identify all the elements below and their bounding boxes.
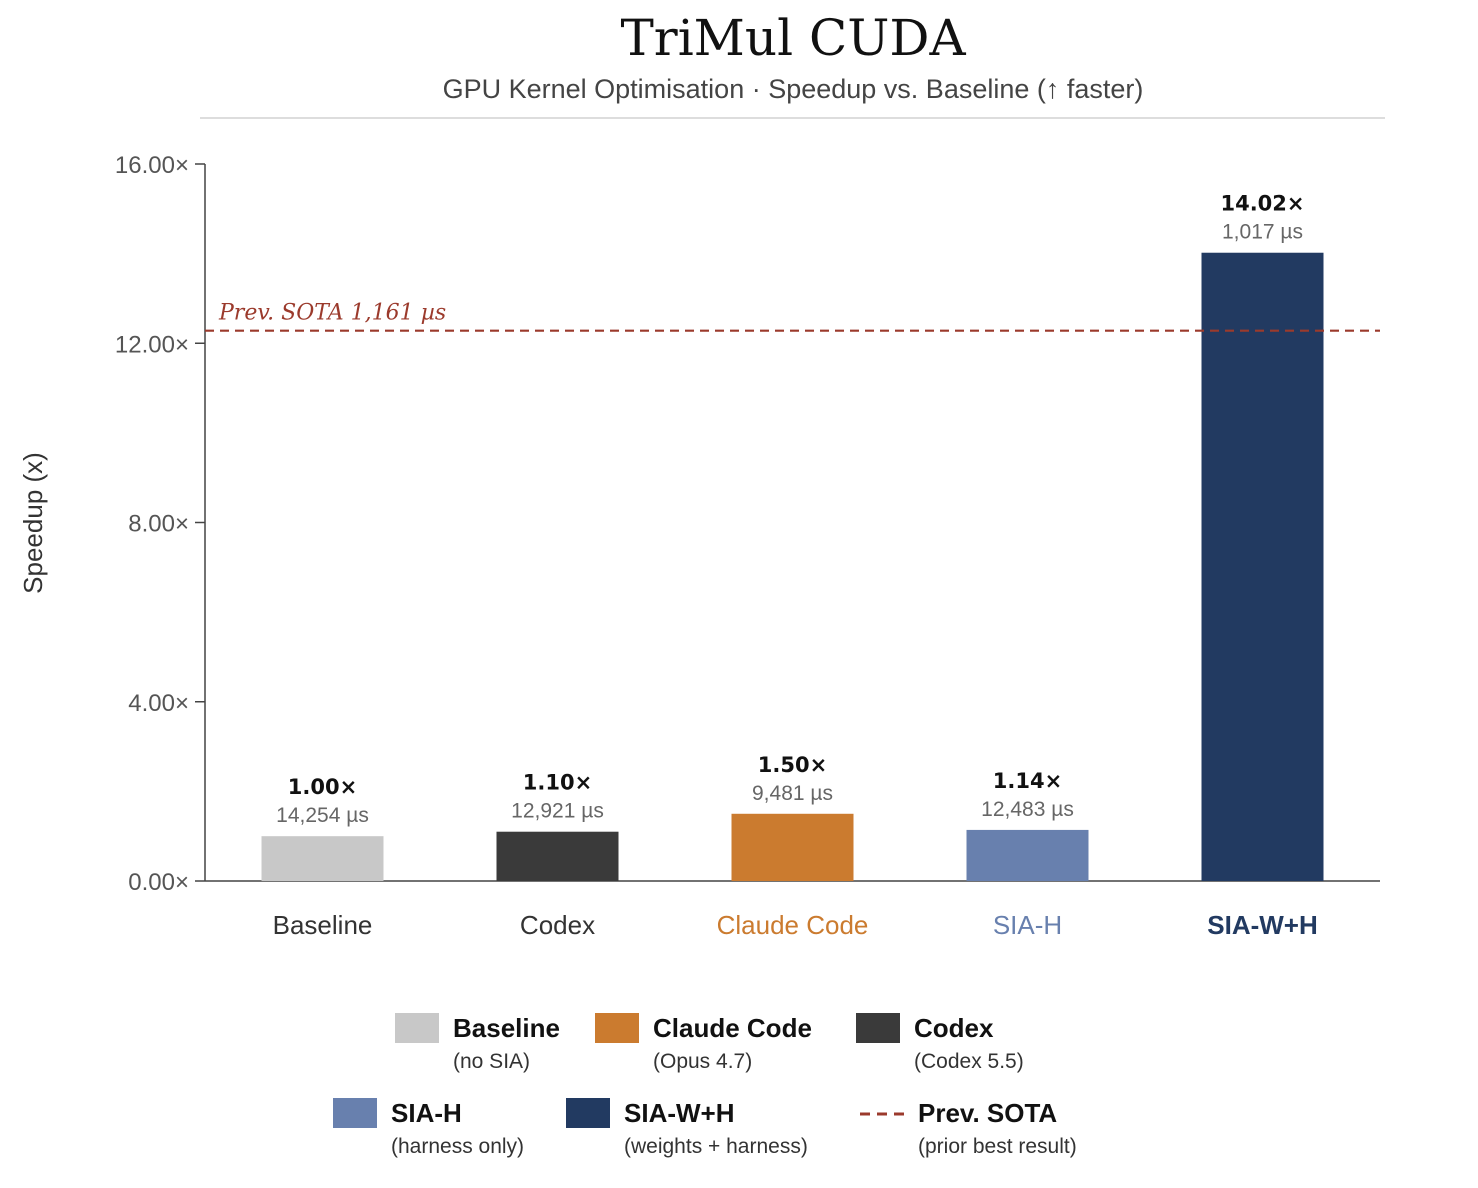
legend-item: Claude Code (Opus 4.7): [595, 1013, 812, 1073]
bar: [966, 829, 1089, 881]
y-tick-label: 8.00×: [128, 511, 189, 538]
bar-value-label: 1.50×: [758, 753, 827, 777]
legend-sublabel: (harness only): [391, 1135, 524, 1158]
x-category-label: Baseline: [273, 910, 373, 940]
legend-label: Prev. SOTA: [918, 1098, 1057, 1128]
legend: Baseline (no SIA) Claude Code (Opus 4.7) Cod…: [333, 1013, 1077, 1158]
bar-value-label: 14.02×: [1220, 192, 1304, 216]
legend-label: SIA-H: [391, 1098, 462, 1128]
legend-item: SIA-H (harness only): [333, 1098, 524, 1158]
bar-time-label: 14,254 µs: [276, 804, 369, 827]
legend-item: Codex (Codex 5.5): [856, 1013, 1024, 1073]
bar-value-label: 1.00×: [288, 775, 357, 799]
bar-value-label: 1.10×: [523, 771, 592, 795]
y-tick-label: 16.00×: [115, 152, 189, 179]
legend-sublabel: (no SIA): [453, 1050, 530, 1073]
legend-label: Claude Code: [653, 1013, 812, 1043]
chart-title: TriMul CUDA: [620, 9, 966, 67]
y-tick-label: 4.00×: [128, 690, 189, 717]
bar-value-label: 1.14×: [993, 769, 1062, 793]
bar: [731, 813, 854, 881]
bar: [496, 831, 619, 881]
legend-sublabel: (Opus 4.7): [653, 1050, 752, 1073]
bar: [1201, 252, 1324, 881]
legend-label: Baseline: [453, 1013, 560, 1043]
legend-swatch: [566, 1098, 610, 1128]
chart-subtitle: GPU Kernel Optimisation · Speedup vs. Ba…: [443, 74, 1144, 104]
y-axis-label: Speedup (x): [18, 452, 48, 594]
legend-item: SIA-W+H (weights + harness): [566, 1098, 808, 1158]
x-category-label: Claude Code: [717, 910, 869, 940]
legend-label: Codex: [914, 1013, 994, 1043]
legend-sublabel: (Codex 5.5): [914, 1050, 1024, 1073]
legend-swatch: [395, 1013, 439, 1043]
x-category-label: SIA-W+H: [1207, 910, 1318, 940]
legend-item: Baseline (no SIA): [395, 1013, 560, 1073]
y-tick-label: 12.00×: [115, 331, 189, 358]
bar: [261, 836, 384, 881]
legend-swatch: [595, 1013, 639, 1043]
bar-time-label: 1,017 µs: [1222, 221, 1303, 244]
legend-sublabel: (weights + harness): [624, 1135, 808, 1158]
bar-time-label: 12,921 µs: [511, 800, 604, 823]
x-category-label: SIA-H: [993, 910, 1062, 940]
x-category-label: Codex: [520, 910, 595, 940]
legend-label: SIA-W+H: [624, 1098, 735, 1128]
bar-time-label: 9,481 µs: [752, 782, 833, 805]
prev-sota-label: Prev. SOTA 1,161 µs: [218, 301, 446, 326]
legend-item: Prev. SOTA (prior best result): [860, 1098, 1077, 1158]
bar-time-label: 12,483 µs: [981, 798, 1074, 821]
plot-area: 0.00× 4.00× 8.00× 12.00× 16.00× 14,254 µs 1.00…: [115, 152, 1380, 940]
y-tick-label: 0.00×: [128, 869, 189, 896]
legend-swatch: [856, 1013, 900, 1043]
legend-sublabel: (prior best result): [918, 1135, 1077, 1158]
legend-swatch: [333, 1098, 377, 1128]
